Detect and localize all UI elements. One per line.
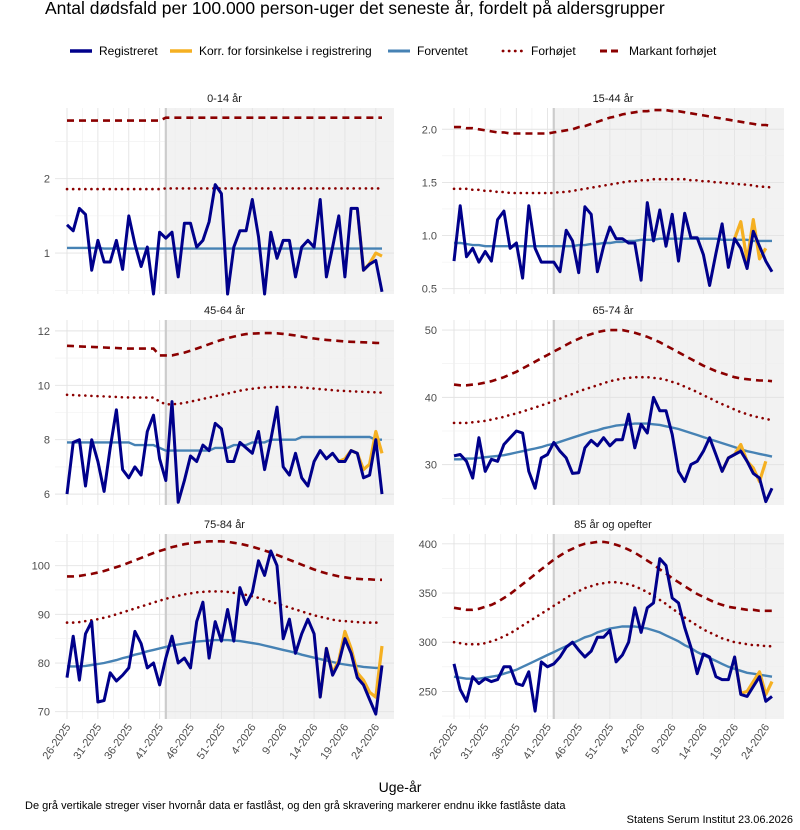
series-markedly-elevated <box>453 540 772 613</box>
y-tick-label: 400 <box>419 539 437 551</box>
legend-item-elevated: Forhøjet <box>501 42 576 60</box>
series-registered <box>452 201 774 287</box>
x-tick-label: 19-2026 <box>318 722 351 762</box>
x-tick-label: 41-2025 <box>133 722 166 762</box>
series-markedly-elevated <box>66 331 383 357</box>
x-tick-label: 14-2026 <box>288 722 321 762</box>
footnote: De grå vertikale streger viser hvornår d… <box>25 800 566 812</box>
legend-label-expected: Forventet <box>417 44 468 58</box>
y-tick-label: 40 <box>425 392 437 404</box>
x-tick-label: 46-2025 <box>164 722 197 762</box>
legend-item-markedly: Markant forhøjet <box>600 42 716 60</box>
y-tick-label: 70 <box>38 707 50 719</box>
panel-1: 15-44 år 0.5 1.0 1.5 2.0 <box>422 93 784 296</box>
panel-title: 75-84 år <box>204 519 245 531</box>
y-tick-label: 80 <box>38 658 50 670</box>
panel-0: 0-14 år 1 2 <box>44 93 394 296</box>
legend-label-markedly: Markant forhøjet <box>629 44 717 58</box>
x-tick-label: 4-2026 <box>229 722 258 757</box>
series-markedly-elevated <box>453 328 773 387</box>
panel-title: 65-74 år <box>593 305 634 317</box>
y-tick-label: 0.5 <box>422 284 437 296</box>
x-tick-label: 24-2026 <box>739 722 772 762</box>
legend-swatch-registered <box>70 49 92 53</box>
x-tick-label: 26-2025 <box>40 722 73 762</box>
y-tick-label: 2 <box>44 174 50 186</box>
y-tick-label: 10 <box>38 380 50 392</box>
y-tick-label: 6 <box>44 489 50 501</box>
legend-swatch-expected <box>388 49 410 53</box>
unlocked-shading <box>165 108 394 294</box>
panel-4: 75-84 år 70 80 90 100 26-202531-202536-202541… <box>32 519 394 762</box>
legend-swatch-elevated <box>501 49 526 53</box>
series-registered <box>65 183 384 296</box>
y-tick-label: 50 <box>425 325 437 337</box>
panel-2: 45-64 år 6 8 10 12 <box>38 305 394 505</box>
unlocked-shading <box>553 534 784 719</box>
x-tick-label: 41-2025 <box>521 722 554 762</box>
x-tick-label: 14-2026 <box>677 722 710 762</box>
panel-3: 65-74 år 30 40 50 <box>425 305 784 505</box>
y-tick-label: 12 <box>38 326 50 338</box>
x-axis-label: Uge-år <box>378 779 422 795</box>
y-tick-label: 8 <box>44 435 50 447</box>
x-tick-label: 9-2026 <box>649 722 678 757</box>
series-expected <box>453 625 773 680</box>
series-registered <box>65 400 384 504</box>
series-markedly-elevated <box>67 540 382 582</box>
x-tick-label: 36-2025 <box>490 722 523 762</box>
unlocked-shading <box>165 534 394 719</box>
credit: Statens Serum Institut 23.06.2026 <box>626 814 793 826</box>
series-markedly-elevated <box>67 116 382 122</box>
x-tick-label: 46-2025 <box>552 722 585 762</box>
y-tick-label: 1.5 <box>422 177 437 189</box>
series-elevated <box>452 580 774 648</box>
y-tick-label: 30 <box>425 460 437 472</box>
x-tick-label: 51-2025 <box>583 722 616 762</box>
y-tick-label: 1.0 <box>422 231 437 243</box>
legend-label-registered: Registreret <box>99 44 158 58</box>
legend-item-registered: Registreret <box>70 42 158 60</box>
legend-item-expected: Forventet <box>388 42 468 60</box>
series-markedly-elevated <box>454 108 773 135</box>
x-tick-label: 36-2025 <box>102 722 135 762</box>
y-tick-label: 100 <box>32 561 50 573</box>
series-registered <box>65 549 384 716</box>
legend-label-elevated: Forhøjet <box>531 44 576 58</box>
panel-title: 0-14 år <box>207 93 242 105</box>
unlocked-shading <box>553 108 784 294</box>
x-tick-label: 31-2025 <box>459 722 492 762</box>
legend-swatch-markedly <box>600 49 622 53</box>
legend-item-corrected: Korr. for forsinkelse i registrering <box>170 42 372 60</box>
y-tick-label: 1 <box>44 248 50 260</box>
chart-title: Antal dødsfald per 100.000 person-uger d… <box>45 0 665 18</box>
panel-title: 85 år og opefter <box>574 519 652 531</box>
y-tick-label: 90 <box>38 609 50 621</box>
panel-title: 15-44 år <box>593 93 634 105</box>
series-registered <box>453 395 774 504</box>
x-tick-label: 24-2026 <box>349 722 382 762</box>
legend-label-corrected: Korr. for forsinkelse i registrering <box>199 44 372 58</box>
x-tick-label: 31-2025 <box>71 722 104 762</box>
series-elevated <box>65 187 384 191</box>
x-tick-label: 19-2026 <box>708 722 741 762</box>
x-tick-label: 26-2025 <box>427 722 460 762</box>
y-tick-label: 350 <box>419 588 437 600</box>
panel-5: 85 år og opefter 250 300 350 400 26-202531-20… <box>419 519 784 762</box>
x-tick-label: 51-2025 <box>195 722 228 762</box>
x-tick-label: 4-2026 <box>618 722 647 757</box>
y-tick-label: 250 <box>419 686 437 698</box>
series-elevated <box>452 375 774 425</box>
series-registered <box>452 557 773 713</box>
panel-title: 45-64 år <box>204 305 245 317</box>
x-tick-label: 9-2026 <box>260 722 289 757</box>
series-expected <box>454 422 773 461</box>
y-tick-label: 2.0 <box>422 124 437 136</box>
legend-swatch-corrected <box>170 49 192 53</box>
y-tick-label: 300 <box>419 637 437 649</box>
series-corrected <box>733 218 768 263</box>
